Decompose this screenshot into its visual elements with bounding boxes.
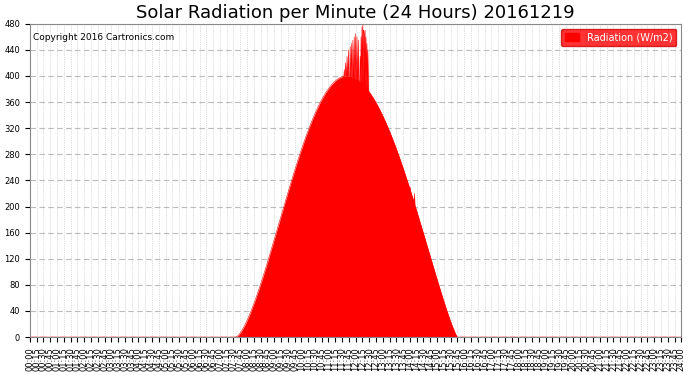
Title: Solar Radiation per Minute (24 Hours) 20161219: Solar Radiation per Minute (24 Hours) 20… [137, 4, 575, 22]
Legend: Radiation (W/m2): Radiation (W/m2) [561, 28, 676, 46]
Text: Copyright 2016 Cartronics.com: Copyright 2016 Cartronics.com [33, 33, 175, 42]
